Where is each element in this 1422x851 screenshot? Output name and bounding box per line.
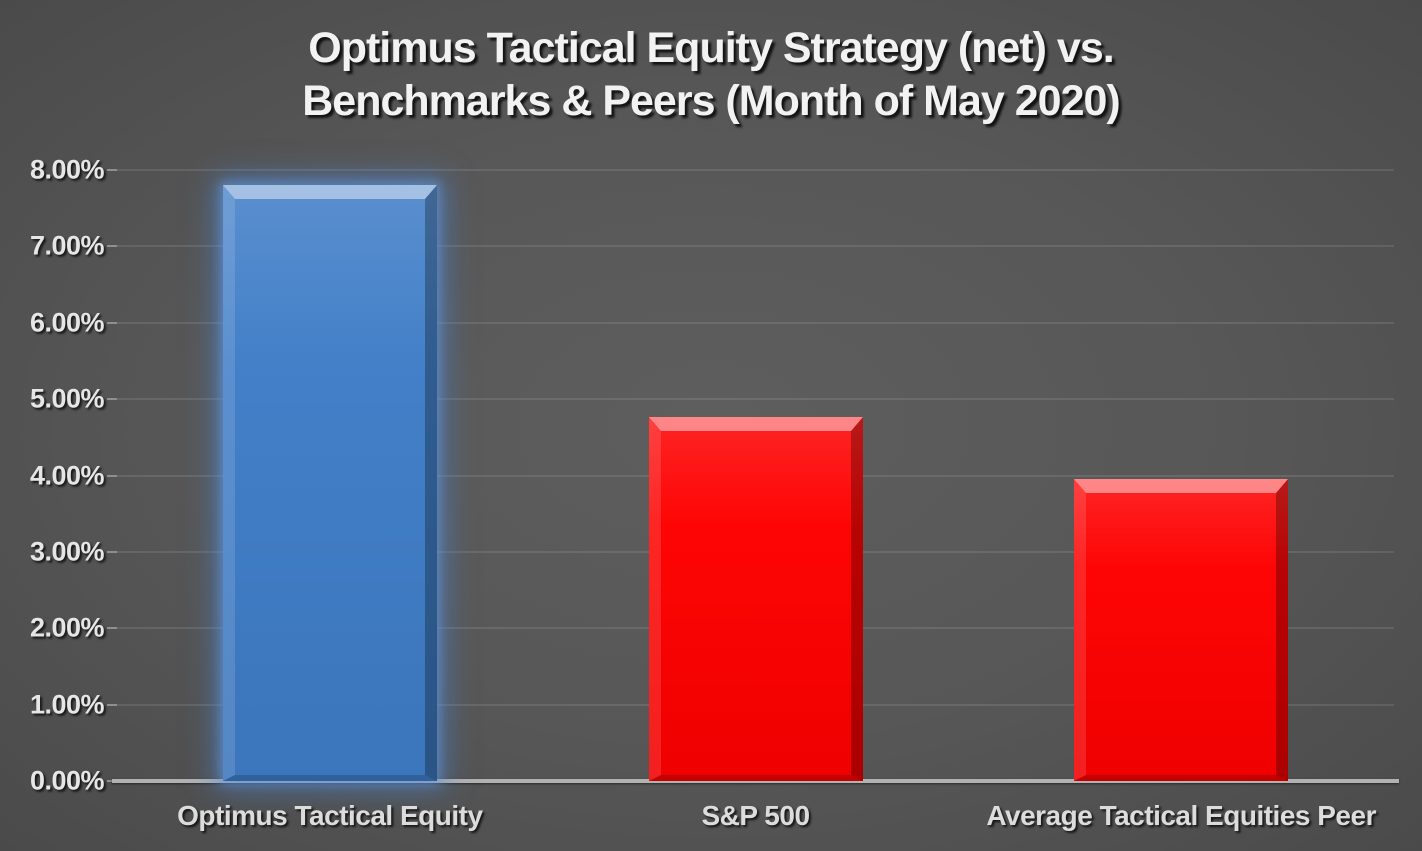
y-axis-label: 3.00%	[29, 536, 105, 567]
bar-optimus-tactical-equity	[222, 185, 437, 781]
bar-bevel	[1074, 479, 1289, 781]
chart-title: Optimus Tactical Equity Strategy (net) v…	[0, 22, 1422, 128]
y-axis-label: 0.00%	[29, 765, 105, 796]
x-axis-label-average-tactical-equities-peer: Average Tactical Equities Peer	[986, 800, 1376, 831]
y-axis-label: 8.00%	[29, 154, 105, 185]
bar-bevel	[222, 185, 437, 781]
x-axis-label-s-p-500: S&P 500	[701, 800, 810, 831]
y-axis-tick	[107, 245, 117, 248]
y-axis-label: 5.00%	[29, 383, 105, 414]
gridline	[117, 321, 1394, 324]
y-axis-tick	[107, 474, 117, 477]
y-axis-tick	[107, 169, 117, 171]
y-axis-label: 7.00%	[29, 230, 105, 261]
y-axis-tick	[107, 550, 117, 553]
y-axis-label: 1.00%	[29, 689, 105, 720]
y-axis-label: 2.00%	[29, 612, 105, 643]
bar-sheen	[1074, 479, 1289, 781]
y-axis-tick	[107, 321, 117, 324]
y-axis-tick	[107, 703, 117, 706]
bar-average-tactical-equities-peer	[1074, 479, 1289, 781]
gridline	[117, 245, 1394, 248]
bar-s-p-500	[648, 417, 863, 781]
x-axis-label-optimus-tactical-equity: Optimus Tactical Equity	[177, 800, 483, 831]
y-axis-tick	[107, 398, 117, 401]
gridline	[117, 169, 1394, 171]
chart-title-line-1: Optimus Tactical Equity Strategy (net) v…	[308, 24, 1114, 72]
x-axis-line	[112, 779, 1399, 783]
bar-sheen	[648, 417, 863, 781]
bar-sheen	[222, 185, 437, 781]
gridline	[117, 398, 1394, 401]
bar-bevel	[648, 417, 863, 781]
y-axis-label: 4.00%	[29, 460, 105, 490]
chart-title-line-2: Benchmarks & Peers (Month of May 2020)	[302, 77, 1121, 125]
y-axis-label: 6.00%	[29, 307, 105, 338]
y-axis-tick	[107, 627, 117, 630]
